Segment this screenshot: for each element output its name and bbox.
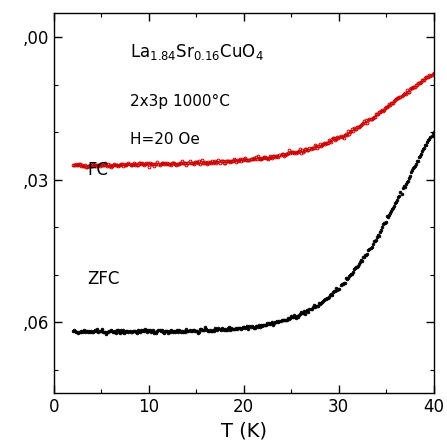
Text: H=20 Oe: H=20 Oe [130, 132, 199, 147]
Text: ZFC: ZFC [87, 270, 119, 288]
Text: La$_{1.84}$Sr$_{0.16}$CuO$_4$: La$_{1.84}$Sr$_{0.16}$CuO$_4$ [130, 42, 263, 62]
Text: FC: FC [87, 161, 108, 179]
Text: 2x3p 1000°C: 2x3p 1000°C [130, 94, 229, 109]
X-axis label: T (K): T (K) [221, 422, 266, 441]
